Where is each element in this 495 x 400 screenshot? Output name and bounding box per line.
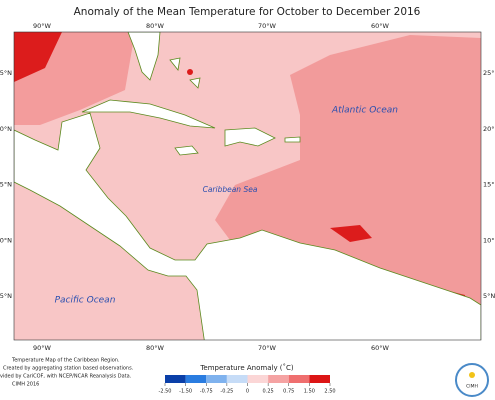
latitude-label: 10°N bbox=[483, 236, 495, 244]
hot-region bbox=[14, 32, 62, 82]
legend: Temperature Anomaly (˚C) -2.50 -1.50 -0.75… bbox=[159, 364, 336, 395]
longitude-label: 90°W bbox=[33, 22, 52, 30]
longitude-label: 70°W bbox=[258, 22, 277, 30]
legend-title: Temperature Anomaly (˚C) bbox=[199, 364, 294, 372]
hispaniola bbox=[224, 127, 276, 147]
florida bbox=[127, 32, 161, 81]
logo-text: CIMH bbox=[466, 384, 478, 390]
credits: Temperature Map of the Caribbean Region.… bbox=[0, 358, 134, 388]
cuba bbox=[81, 99, 216, 129]
legend-tick-label: -0.25 bbox=[220, 389, 233, 395]
latitude-label: 25°N bbox=[0, 69, 12, 77]
ocean-label: Pacific Ocean bbox=[55, 296, 116, 306]
latitude-label: 15°N bbox=[0, 181, 12, 189]
ocean-label: Atlantic Ocean bbox=[331, 106, 398, 116]
hot-region bbox=[330, 225, 372, 242]
jamaica bbox=[174, 145, 199, 156]
longitude-label: 80°W bbox=[146, 22, 165, 30]
legend-tick-label: 0.75 bbox=[283, 389, 294, 395]
logo bbox=[455, 363, 489, 397]
latitude-label: 25°N bbox=[483, 69, 495, 77]
latitude-label: 20°N bbox=[0, 125, 12, 133]
puerto-rico bbox=[284, 136, 301, 143]
legend-swatch bbox=[268, 375, 289, 383]
legend-tick-label: -0.75 bbox=[200, 389, 213, 395]
legend-swatch bbox=[206, 375, 227, 383]
legend-swatch bbox=[165, 375, 186, 383]
longitude-label: 60°W bbox=[371, 22, 390, 30]
legend-tick-label: 2.50 bbox=[324, 389, 335, 395]
longitude-label: 70°W bbox=[258, 344, 277, 352]
latitude-label: 10°N bbox=[0, 236, 12, 244]
longitude-label: 80°W bbox=[146, 344, 165, 352]
legend-swatch bbox=[309, 375, 330, 383]
legend-swatch bbox=[247, 375, 269, 383]
latitude-label: 5°N bbox=[483, 292, 495, 300]
mainland bbox=[14, 112, 481, 340]
legend-tick-label: -2.50 bbox=[159, 389, 172, 395]
legend-tick-label: 0 bbox=[246, 389, 249, 395]
map-frame bbox=[13, 31, 482, 341]
legend-tick-label: -1.50 bbox=[179, 389, 192, 395]
latitude-label: 15°N bbox=[483, 181, 495, 189]
legend-swatch bbox=[288, 375, 310, 383]
latitude-label: 5°N bbox=[0, 292, 12, 300]
logo-sun bbox=[469, 372, 475, 378]
credit-line: CIMH 2016 bbox=[12, 382, 39, 388]
hot-spot bbox=[187, 69, 193, 75]
latitude-label: 20°N bbox=[483, 125, 495, 133]
bahamas bbox=[169, 57, 201, 89]
legend-tick-label: 0.25 bbox=[263, 389, 274, 395]
map-title: Anomaly of the Mean Temperature for Octo… bbox=[74, 6, 421, 18]
legend-tick-label: 1.50 bbox=[304, 389, 315, 395]
credit-line: Temperature Map of the Caribbean Region. bbox=[11, 358, 120, 364]
credit-line: Created by aggregating station based obs… bbox=[3, 366, 134, 372]
legend-swatch bbox=[185, 375, 207, 383]
longitude-label: 60°W bbox=[371, 344, 390, 352]
longitude-label: 90°W bbox=[33, 344, 52, 352]
credit-line: vided by CariCOF, with NCEP/NCAR Reanaly… bbox=[0, 374, 132, 380]
map bbox=[14, 32, 481, 340]
ocean-label: Caribbean Sea bbox=[203, 185, 258, 194]
legend-swatch bbox=[226, 375, 248, 383]
